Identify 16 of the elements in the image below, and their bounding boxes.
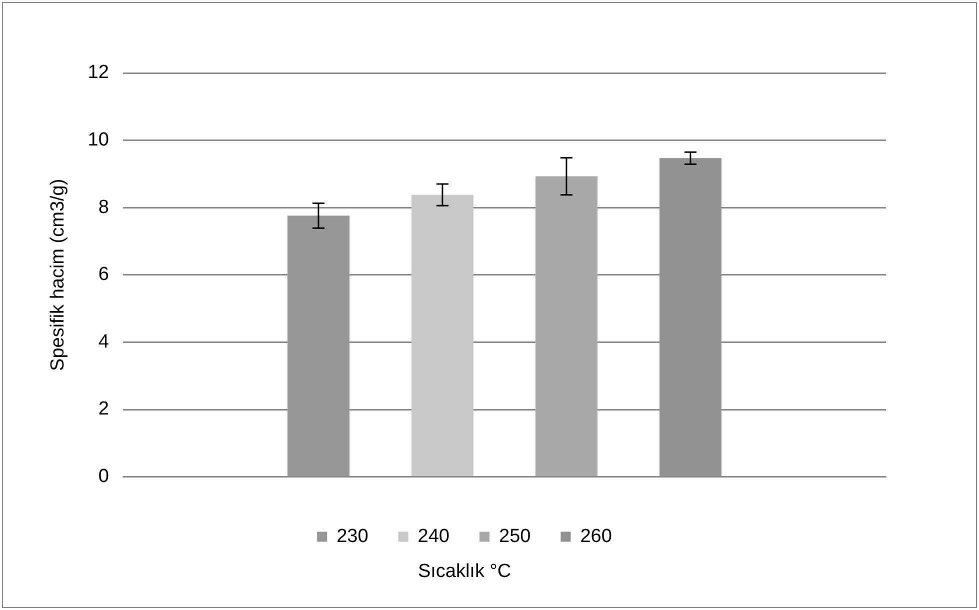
- y-tick-label: 4: [98, 331, 110, 352]
- bar: [411, 194, 474, 476]
- y-tick-label: 6: [98, 264, 109, 286]
- legend-label: 240: [418, 526, 450, 547]
- legend-label: 250: [499, 526, 531, 547]
- y-tick-label: 0: [98, 466, 109, 488]
- bar: [535, 176, 598, 476]
- y-tick-label: 12: [88, 62, 109, 84]
- legend-label: 260: [580, 526, 612, 547]
- x-axis-title: Sıcaklık °C: [418, 560, 512, 582]
- y-tick-label: 2: [98, 398, 109, 420]
- legend-label: 230: [336, 526, 368, 547]
- y-tick-label: 8: [98, 196, 109, 218]
- bar: [287, 216, 350, 476]
- y-axis-title: Spesifik hacim (cm3/g): [48, 178, 69, 371]
- y-tick-label: 10: [88, 130, 109, 151]
